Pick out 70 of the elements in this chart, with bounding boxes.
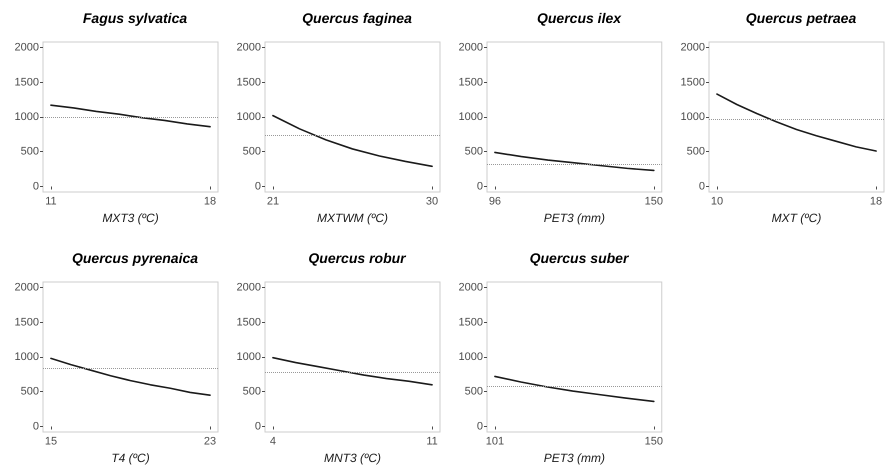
y-tick-label: 0 <box>698 180 705 192</box>
chart-title: Quercus suber <box>530 250 630 266</box>
y-tick-label: 0 <box>254 420 261 432</box>
x-tick-label: 18 <box>204 196 216 208</box>
y-tick-label: 2000 <box>14 42 39 54</box>
x-tick-label: 150 <box>644 436 664 448</box>
y-tick-label: 500 <box>20 146 39 158</box>
x-tick-label: 10 <box>710 196 724 208</box>
y-tick-label: 1000 <box>236 351 261 363</box>
x-axis-title: MXT3 (ºC) <box>102 211 159 225</box>
y-tick-label: 2000 <box>236 282 261 294</box>
y-tick-label: 0 <box>254 180 261 192</box>
y-tick-label: 1000 <box>680 111 705 123</box>
x-tick-label: 11 <box>45 196 57 208</box>
y-tick-label: 1500 <box>680 76 705 88</box>
line-series <box>716 93 877 152</box>
x-axis-title: T4 (ºC) <box>111 451 150 465</box>
y-tick-label: 0 <box>32 180 39 192</box>
y-tick-label: 500 <box>686 146 705 158</box>
line-series <box>272 114 433 168</box>
y-tick-label: 1500 <box>14 76 39 88</box>
x-axis-title: PET3 (mm) <box>544 211 606 225</box>
y-tick-label: 1500 <box>14 316 39 328</box>
x-tick-label: 150 <box>644 196 664 208</box>
y-tick-label: 500 <box>20 386 39 398</box>
y-tick-label: 2000 <box>236 42 261 54</box>
x-axis-title: MNT3 (ºC) <box>324 451 382 465</box>
chart-title: Quercus faginea <box>302 10 412 26</box>
line-series <box>272 356 433 386</box>
y-tick-label: 1000 <box>14 351 39 363</box>
x-tick-label: 101 <box>486 436 504 448</box>
line-series <box>494 376 655 402</box>
chart-title: Quercus ilex <box>536 10 622 26</box>
y-tick-label: 1500 <box>458 316 483 328</box>
chart-title: Quercus pyrenaica <box>72 250 198 266</box>
y-tick-label: 2000 <box>14 282 39 294</box>
y-tick-label: 1500 <box>236 76 261 88</box>
x-axis-title: MXTWM (ºC) <box>316 211 388 225</box>
y-tick-label: 500 <box>242 146 261 158</box>
y-tick-label: 1500 <box>458 76 483 88</box>
line-series <box>494 152 655 172</box>
y-tick-label: 2000 <box>680 42 705 54</box>
x-tick-label: 11 <box>426 436 438 448</box>
y-tick-label: 1000 <box>236 111 261 123</box>
x-tick-label: 18 <box>870 196 882 208</box>
y-tick-label: 1000 <box>14 111 39 123</box>
y-tick-label: 2000 <box>458 42 483 54</box>
chart-title: Quercus petraea <box>746 10 856 26</box>
x-tick-label: 4 <box>270 436 276 448</box>
x-axis-title: PET3 (mm) <box>544 451 606 465</box>
y-tick-label: 1000 <box>458 111 483 123</box>
chart-title: Quercus robur <box>308 250 408 266</box>
x-tick-label: 30 <box>426 196 438 208</box>
y-tick-label: 0 <box>476 420 483 432</box>
x-tick-label: 96 <box>488 196 502 208</box>
x-tick-label: 15 <box>44 436 58 448</box>
y-tick-label: 1500 <box>236 316 261 328</box>
line-series <box>50 358 211 396</box>
line-series <box>50 104 211 128</box>
x-tick-label: 23 <box>204 436 216 448</box>
y-tick-label: 0 <box>32 420 39 432</box>
chart-title: Fagus sylvatica <box>82 10 188 26</box>
x-tick-label: 21 <box>266 196 280 208</box>
y-tick-label: 2000 <box>458 282 483 294</box>
y-tick-label: 0 <box>476 180 483 192</box>
x-axis-title: MXT (ºC) <box>772 211 822 225</box>
y-tick-label: 500 <box>464 146 483 158</box>
y-tick-label: 500 <box>464 386 483 398</box>
y-tick-label: 500 <box>242 386 261 398</box>
y-tick-label: 1000 <box>458 351 483 363</box>
